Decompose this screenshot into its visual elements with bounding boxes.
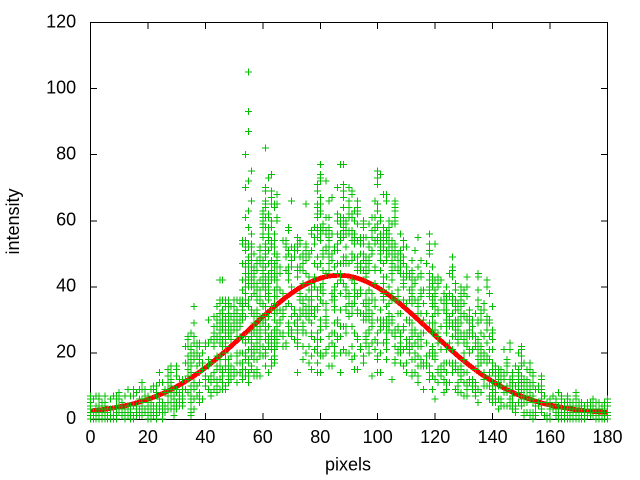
svg-text:60: 60 — [253, 427, 273, 447]
svg-text:140: 140 — [478, 427, 508, 447]
svg-text:100: 100 — [46, 77, 76, 97]
svg-text:40: 40 — [56, 276, 76, 296]
svg-text:120: 120 — [420, 427, 450, 447]
svg-text:intensity: intensity — [3, 188, 23, 254]
svg-text:40: 40 — [195, 427, 215, 447]
svg-text:60: 60 — [56, 210, 76, 230]
svg-text:0: 0 — [66, 408, 76, 428]
svg-text:80: 80 — [56, 144, 76, 164]
svg-text:80: 80 — [310, 427, 330, 447]
svg-text:20: 20 — [138, 427, 158, 447]
svg-text:180: 180 — [592, 427, 622, 447]
svg-text:120: 120 — [46, 11, 76, 31]
svg-text:pixels: pixels — [325, 454, 371, 474]
svg-text:100: 100 — [363, 427, 393, 447]
svg-text:0: 0 — [85, 427, 95, 447]
svg-text:160: 160 — [535, 427, 565, 447]
svg-text:20: 20 — [56, 342, 76, 362]
